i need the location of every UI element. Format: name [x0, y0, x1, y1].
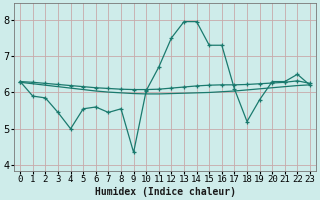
X-axis label: Humidex (Indice chaleur): Humidex (Indice chaleur) [95, 186, 236, 197]
